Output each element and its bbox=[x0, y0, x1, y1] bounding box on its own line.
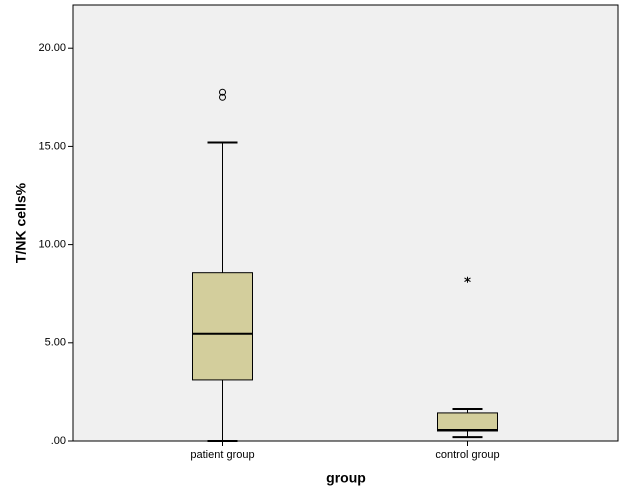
outlier bbox=[219, 88, 226, 96]
y-tick-label: .00 bbox=[51, 435, 66, 447]
outlier bbox=[219, 93, 226, 101]
x-tick-label: patient group bbox=[190, 449, 254, 461]
x-tick-label: control group bbox=[435, 449, 499, 461]
y-tick-label: 5.00 bbox=[45, 337, 66, 349]
y-tick-label: 20.00 bbox=[38, 42, 66, 54]
plot-area bbox=[72, 4, 619, 442]
extreme bbox=[464, 276, 471, 283]
y-axis-title: T/NK cells% bbox=[13, 182, 29, 263]
box bbox=[192, 272, 253, 381]
y-tick-label: 15.00 bbox=[38, 140, 66, 152]
y-tick-label: 10.00 bbox=[38, 239, 66, 251]
x-axis-title: group bbox=[326, 470, 366, 486]
box bbox=[437, 412, 498, 432]
